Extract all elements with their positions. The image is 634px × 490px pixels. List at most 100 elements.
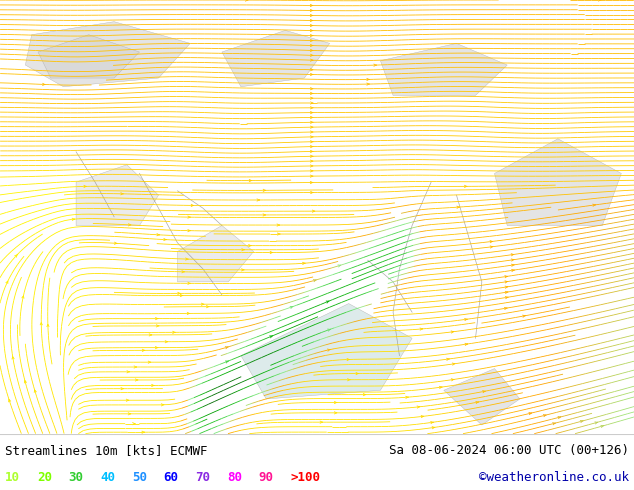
FancyArrowPatch shape (311, 112, 313, 114)
FancyArrowPatch shape (311, 59, 313, 61)
FancyArrowPatch shape (511, 254, 514, 256)
FancyArrowPatch shape (430, 421, 433, 424)
FancyArrowPatch shape (320, 421, 323, 423)
FancyArrowPatch shape (311, 49, 313, 51)
FancyArrowPatch shape (529, 413, 532, 415)
FancyArrowPatch shape (127, 371, 129, 373)
FancyArrowPatch shape (311, 160, 313, 162)
Text: 20: 20 (37, 471, 52, 484)
FancyArrowPatch shape (522, 315, 526, 317)
FancyArrowPatch shape (311, 192, 313, 194)
FancyArrowPatch shape (290, 306, 293, 308)
FancyArrowPatch shape (165, 341, 168, 343)
FancyArrowPatch shape (311, 74, 313, 75)
FancyArrowPatch shape (277, 224, 280, 226)
FancyArrowPatch shape (311, 29, 313, 32)
FancyArrowPatch shape (595, 422, 598, 424)
Polygon shape (178, 225, 254, 282)
FancyArrowPatch shape (374, 64, 377, 66)
FancyArrowPatch shape (142, 431, 145, 433)
FancyArrowPatch shape (512, 264, 514, 267)
FancyArrowPatch shape (142, 349, 145, 351)
FancyArrowPatch shape (311, 165, 313, 167)
FancyArrowPatch shape (242, 248, 244, 251)
FancyArrowPatch shape (490, 241, 493, 243)
FancyArrowPatch shape (302, 262, 305, 265)
FancyArrowPatch shape (40, 322, 42, 325)
FancyArrowPatch shape (15, 254, 18, 257)
FancyArrowPatch shape (490, 246, 493, 248)
FancyArrowPatch shape (269, 336, 273, 338)
FancyArrowPatch shape (311, 39, 313, 42)
FancyArrowPatch shape (482, 391, 486, 393)
FancyArrowPatch shape (6, 281, 8, 284)
FancyArrowPatch shape (311, 102, 313, 104)
FancyArrowPatch shape (347, 379, 350, 381)
FancyArrowPatch shape (598, 0, 601, 1)
FancyArrowPatch shape (505, 286, 508, 288)
FancyArrowPatch shape (311, 170, 313, 172)
FancyArrowPatch shape (186, 258, 188, 260)
FancyArrowPatch shape (12, 357, 14, 359)
FancyArrowPatch shape (249, 179, 252, 182)
Text: 40: 40 (100, 471, 115, 484)
FancyArrowPatch shape (465, 318, 467, 320)
FancyArrowPatch shape (311, 45, 313, 47)
Polygon shape (444, 368, 520, 425)
FancyArrowPatch shape (311, 69, 313, 71)
FancyArrowPatch shape (152, 384, 154, 387)
Text: 30: 30 (68, 471, 84, 484)
FancyArrowPatch shape (311, 136, 313, 138)
FancyArrowPatch shape (505, 275, 507, 278)
FancyArrowPatch shape (180, 294, 183, 296)
FancyArrowPatch shape (311, 116, 313, 119)
FancyArrowPatch shape (311, 131, 313, 133)
FancyArrowPatch shape (9, 399, 11, 402)
FancyArrowPatch shape (128, 224, 131, 226)
Polygon shape (222, 30, 330, 87)
FancyArrowPatch shape (451, 331, 454, 333)
FancyArrowPatch shape (465, 343, 468, 345)
Polygon shape (38, 35, 139, 78)
Text: Streamlines 10m [kts] ECMWF: Streamlines 10m [kts] ECMWF (5, 444, 207, 457)
FancyArrowPatch shape (505, 291, 508, 294)
FancyArrowPatch shape (311, 146, 313, 147)
FancyArrowPatch shape (457, 206, 460, 208)
FancyArrowPatch shape (421, 416, 424, 417)
FancyArrowPatch shape (328, 329, 330, 331)
FancyArrowPatch shape (465, 185, 467, 188)
FancyArrowPatch shape (149, 334, 152, 336)
FancyArrowPatch shape (134, 366, 136, 368)
FancyArrowPatch shape (310, 24, 313, 26)
Polygon shape (25, 22, 190, 87)
FancyArrowPatch shape (202, 303, 204, 305)
FancyArrowPatch shape (311, 155, 313, 157)
Text: Sa 08-06-2024 06:00 UTC (00+126): Sa 08-06-2024 06:00 UTC (00+126) (389, 444, 629, 457)
FancyArrowPatch shape (191, 204, 194, 206)
FancyArrowPatch shape (161, 404, 164, 406)
FancyArrowPatch shape (42, 83, 45, 85)
FancyArrowPatch shape (601, 425, 604, 427)
FancyArrowPatch shape (172, 331, 175, 333)
FancyArrowPatch shape (157, 325, 159, 327)
FancyArrowPatch shape (133, 422, 135, 425)
FancyArrowPatch shape (367, 78, 370, 80)
Text: 10: 10 (5, 471, 20, 484)
FancyArrowPatch shape (164, 239, 166, 241)
FancyArrowPatch shape (72, 218, 75, 220)
FancyArrowPatch shape (347, 358, 349, 361)
Text: 90: 90 (259, 471, 274, 484)
FancyArrowPatch shape (155, 346, 158, 349)
FancyArrowPatch shape (417, 406, 420, 408)
Text: 50: 50 (132, 471, 147, 484)
Polygon shape (495, 139, 621, 225)
FancyArrowPatch shape (120, 193, 123, 195)
FancyArrowPatch shape (326, 301, 329, 303)
FancyArrowPatch shape (363, 393, 366, 396)
FancyArrowPatch shape (334, 412, 337, 414)
FancyArrowPatch shape (84, 185, 86, 188)
FancyArrowPatch shape (476, 401, 479, 404)
FancyArrowPatch shape (311, 181, 313, 184)
FancyArrowPatch shape (155, 318, 158, 319)
FancyArrowPatch shape (188, 282, 190, 284)
